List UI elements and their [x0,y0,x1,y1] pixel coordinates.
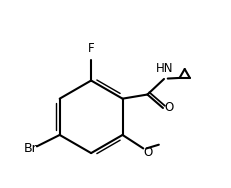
Text: O: O [143,146,152,159]
Text: Br: Br [23,142,37,155]
Text: F: F [87,42,94,55]
Text: HN: HN [156,62,173,75]
Text: O: O [164,101,173,114]
